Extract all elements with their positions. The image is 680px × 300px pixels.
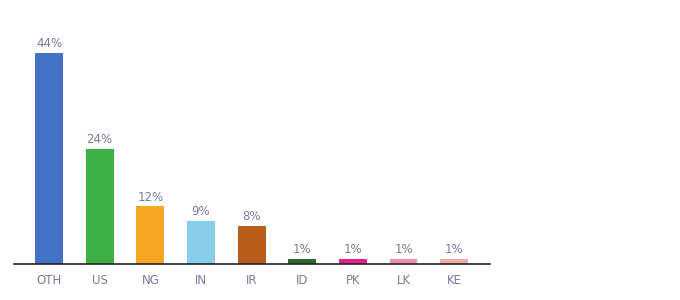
Bar [339,259,367,264]
Bar [288,259,316,264]
Bar [390,259,418,264]
Bar [440,259,468,264]
Text: 1%: 1% [293,243,311,256]
Bar [35,53,63,264]
Bar [238,226,265,264]
Text: 1%: 1% [445,243,464,256]
Text: 1%: 1% [343,243,362,256]
Bar [187,221,215,264]
Text: 8%: 8% [242,210,261,223]
Bar [86,149,114,264]
Bar [137,206,165,264]
Text: 44%: 44% [36,37,62,50]
Text: 9%: 9% [192,205,210,218]
Text: 1%: 1% [394,243,413,256]
Text: 24%: 24% [86,133,113,146]
Text: 12%: 12% [137,190,163,203]
